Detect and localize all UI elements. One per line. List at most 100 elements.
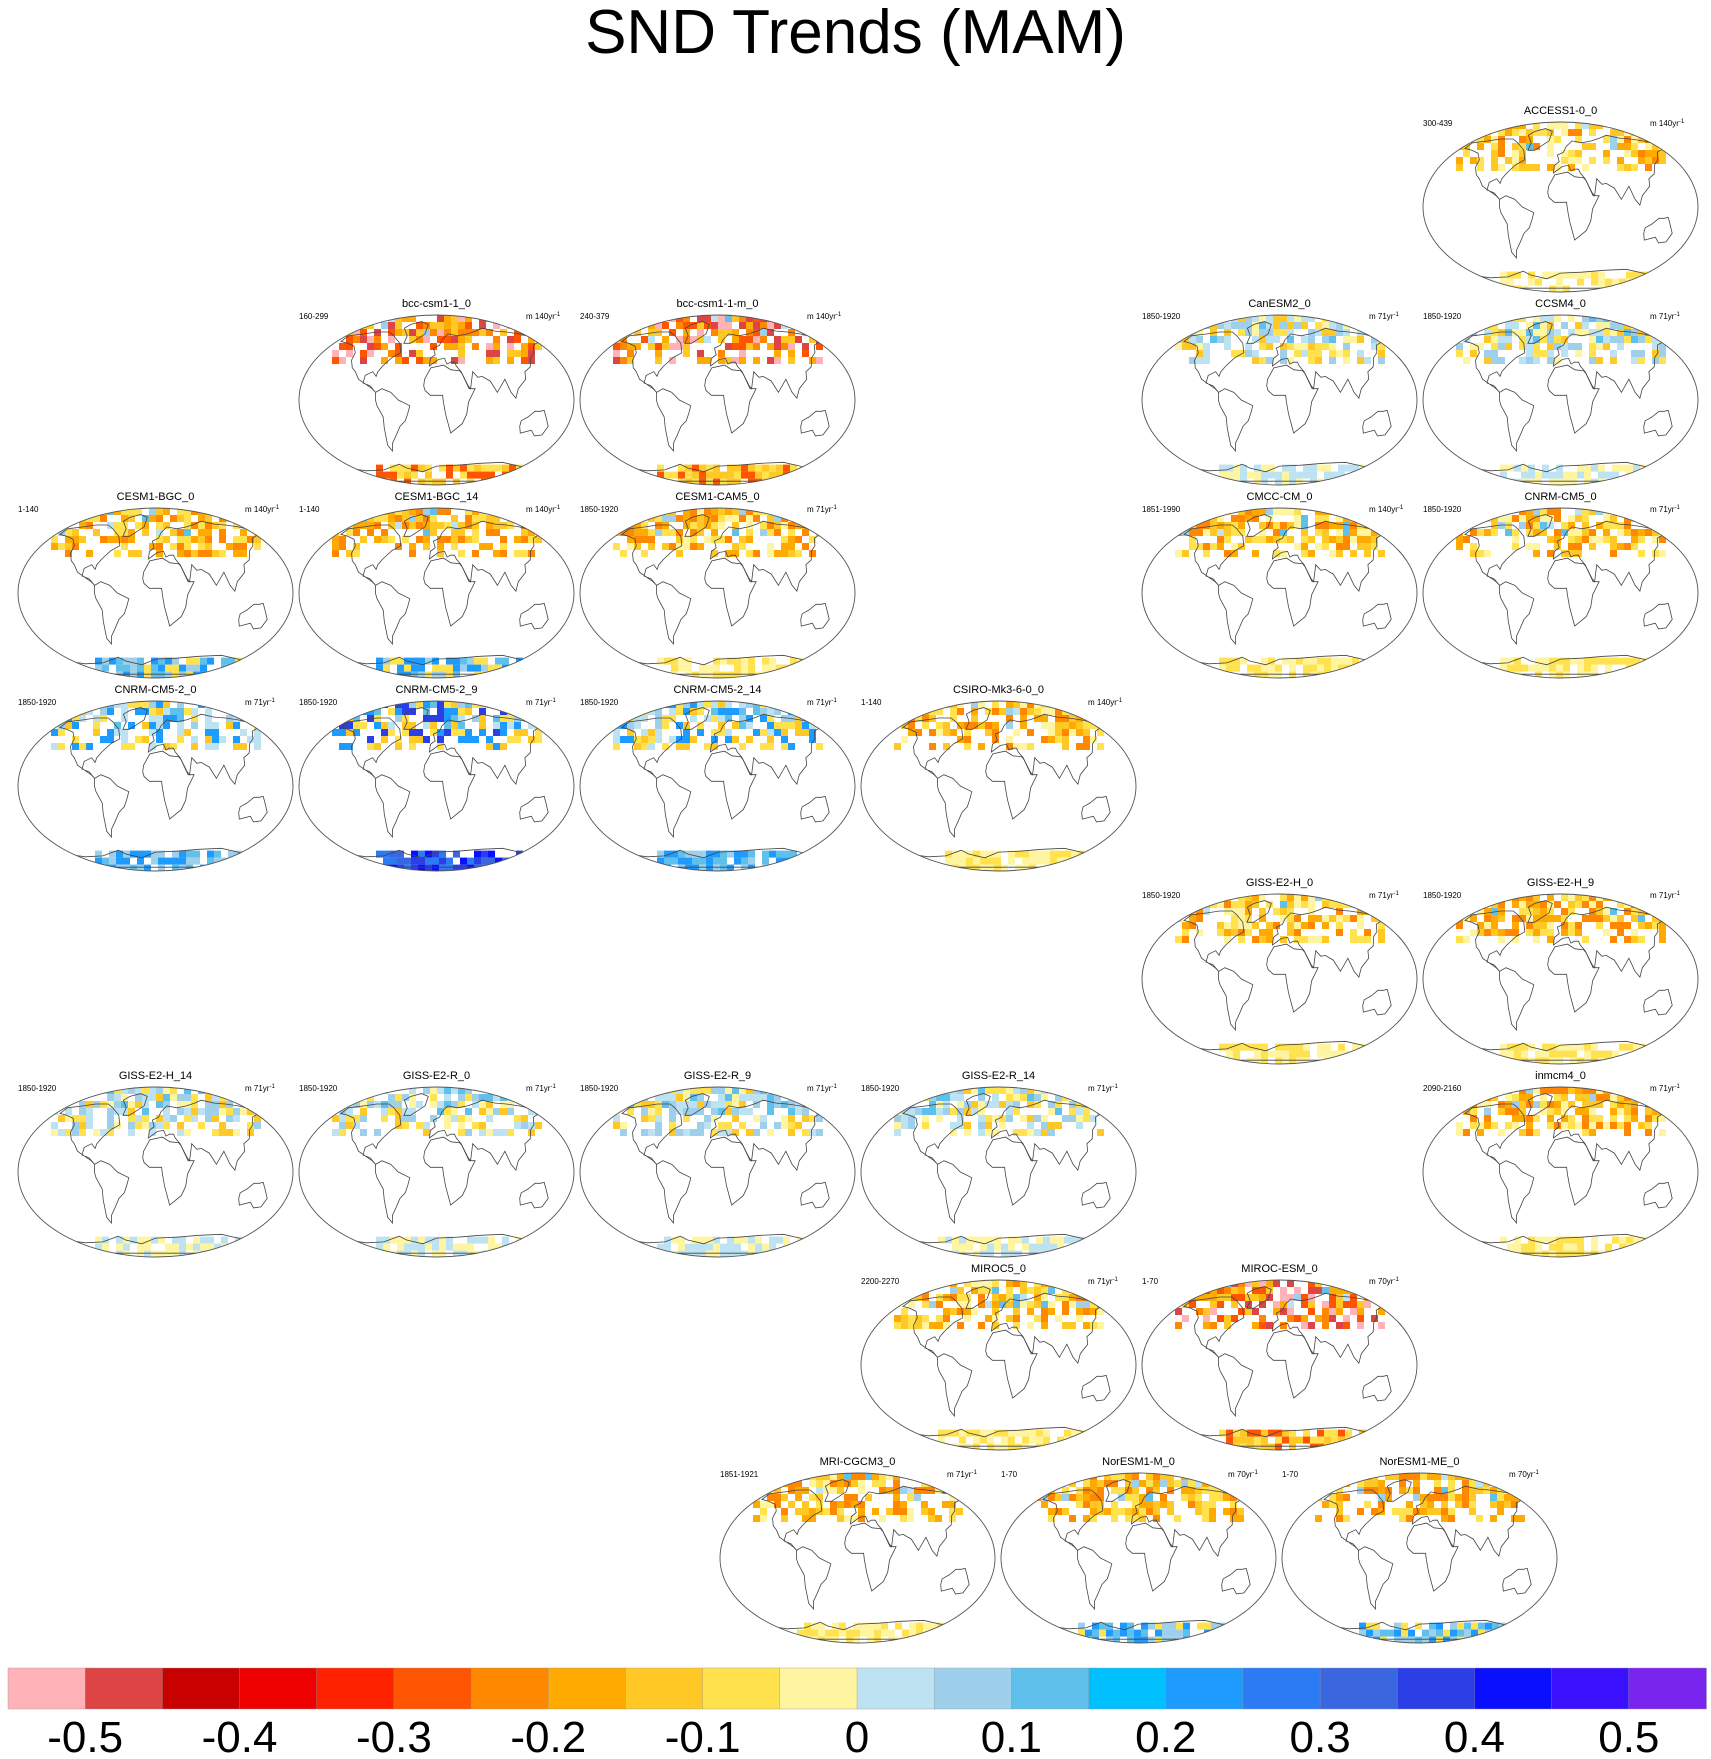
trend-cell [697, 1129, 704, 1136]
trend-cell [1090, 736, 1097, 743]
trend-cell [1477, 157, 1484, 164]
trend-cell [1245, 1294, 1252, 1301]
trend-cell [1308, 922, 1315, 929]
trend-cell [1350, 1473, 1357, 1480]
trend-cell [404, 671, 411, 678]
trend-cell [1540, 336, 1547, 343]
trend-cell [697, 508, 704, 515]
trend-cell [1526, 322, 1533, 329]
trend-cell [158, 864, 165, 871]
trend-cell [142, 1087, 149, 1094]
trend-cell [676, 343, 683, 350]
trend-cell [186, 671, 193, 678]
trend-cell [1568, 343, 1575, 350]
trend-cell [1612, 657, 1619, 665]
trend-cell [767, 1108, 774, 1115]
trend-cell [360, 357, 367, 364]
trend-cell [353, 1087, 360, 1094]
trend-cell [1139, 1480, 1146, 1487]
trend-cell [1202, 1515, 1209, 1522]
trend-cell [1254, 1429, 1261, 1437]
trend-cell [1612, 478, 1619, 485]
trend-cell [1610, 129, 1617, 136]
trend-cell [418, 671, 425, 678]
trend-cell [1359, 1050, 1366, 1058]
trend-cell [1210, 1301, 1217, 1308]
trend-cell [971, 1108, 978, 1115]
trend-cell [790, 1250, 797, 1257]
trend-cell [1498, 929, 1505, 936]
trend-cell [1624, 1122, 1631, 1129]
trend-cell [1533, 508, 1540, 515]
trend-cell [172, 857, 179, 865]
trend-cell [1231, 922, 1238, 929]
trend-cell [1652, 157, 1659, 164]
trend-cell [114, 529, 121, 536]
trend-cell [116, 657, 123, 665]
trend-cell [971, 708, 978, 715]
trend-cell [446, 857, 453, 865]
trend-cell [437, 336, 444, 343]
trend-cell [1540, 908, 1547, 915]
trend-cell [402, 1094, 409, 1101]
trend-cell [711, 329, 718, 336]
trend-cell [1554, 136, 1561, 143]
trend-cell [1317, 478, 1324, 485]
trend-cell [1238, 515, 1245, 522]
trend-cell [627, 1108, 634, 1115]
trend-cell [699, 1250, 706, 1257]
trend-cell [1071, 1436, 1078, 1444]
trend-cell [980, 1429, 987, 1437]
trend-cell [732, 329, 739, 336]
trend-cell [627, 722, 634, 729]
trend-cell [226, 1087, 233, 1094]
trend-cell [858, 1508, 865, 1515]
trend-cell [992, 1115, 999, 1122]
trend-cell [620, 329, 627, 336]
trend-cell [51, 1129, 58, 1136]
trend-cell [1266, 329, 1273, 336]
trend-cell [1224, 343, 1231, 350]
trend-cell [1266, 336, 1273, 343]
trend-cell [1610, 543, 1617, 550]
trend-cell [1217, 1315, 1224, 1322]
trend-cell [1217, 922, 1224, 929]
trend-cell [1041, 1494, 1048, 1501]
trend-cell [479, 708, 486, 715]
trend-cell [1652, 1101, 1659, 1108]
trend-cell [1596, 915, 1603, 922]
trend-cell [1514, 1043, 1521, 1051]
trend-cell [699, 864, 706, 871]
trend-cell [774, 357, 781, 364]
trend-cell [922, 1122, 929, 1129]
trend-cell [971, 1087, 978, 1094]
trend-cell [184, 508, 191, 515]
trend-cell [720, 864, 727, 871]
trend-cell [1463, 1108, 1470, 1115]
trend-cell [1596, 1101, 1603, 1108]
trend-cell [683, 708, 690, 715]
trend-cell [964, 1122, 971, 1129]
trend-cell [1322, 1308, 1329, 1315]
trend-cell [921, 1473, 928, 1480]
trend-cell [781, 336, 788, 343]
trend-cell [1547, 1122, 1554, 1129]
trend-cell [486, 515, 493, 522]
trend-cell [1259, 315, 1266, 322]
trend-cell [839, 1629, 846, 1637]
trend-cell [1331, 1050, 1338, 1058]
trend-cell [1514, 1050, 1521, 1058]
trend-cell [741, 657, 748, 665]
trend-cell [416, 329, 423, 336]
trend-cell [516, 664, 523, 672]
trend-cell [409, 550, 416, 557]
trend-cell [788, 543, 795, 550]
trend-cell [1231, 901, 1238, 908]
trend-cell [865, 1473, 872, 1480]
trend-cell [1196, 1287, 1203, 1294]
trend-cell [381, 1101, 388, 1108]
trend-cell [409, 336, 416, 343]
trend-cell [1336, 908, 1343, 915]
trend-cell [346, 508, 353, 515]
trend-cell [212, 1101, 219, 1108]
